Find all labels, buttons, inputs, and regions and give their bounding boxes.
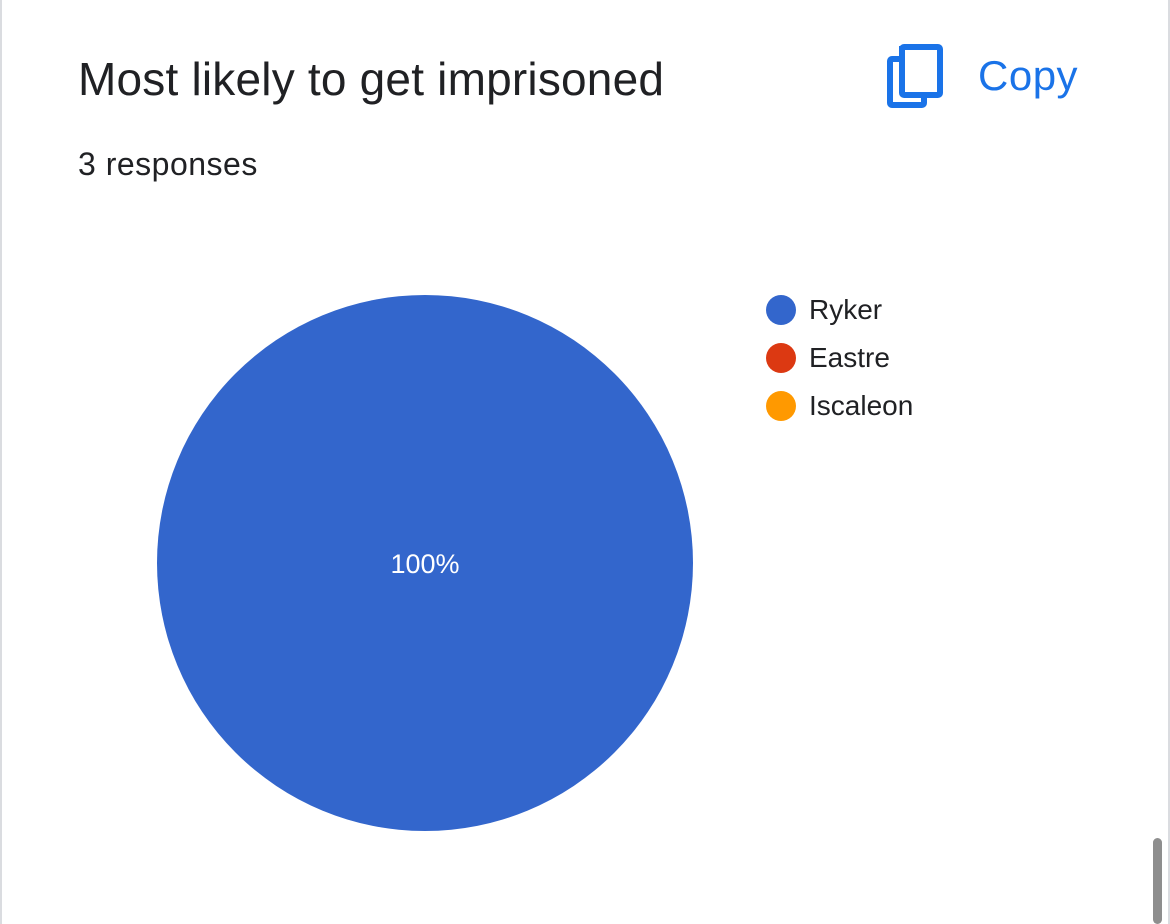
pie-slice-label-ryker: 100% <box>390 549 459 579</box>
legend-item-iscaleon[interactable]: Iscaleon <box>766 382 913 430</box>
response-count: 3 responses <box>78 146 258 182</box>
legend-swatch-iscaleon <box>766 391 796 421</box>
vertical-scrollbar[interactable] <box>1153 838 1162 924</box>
legend-item-ryker[interactable]: Ryker <box>766 286 913 334</box>
legend-swatch-eastre <box>766 343 796 373</box>
question-title: Most likely to get imprisoned <box>78 53 665 105</box>
chart-legend: Ryker Eastre Iscaleon <box>766 286 913 430</box>
copy-chart-button[interactable]: Copy <box>886 42 1078 110</box>
copy-label: Copy <box>978 52 1079 99</box>
pie-chart: 100% <box>157 295 693 831</box>
copy-icon <box>887 44 943 108</box>
legend-item-eastre[interactable]: Eastre <box>766 334 913 382</box>
legend-label-eastre: Eastre <box>809 342 890 373</box>
legend-swatch-ryker <box>766 295 796 325</box>
legend-label-ryker: Ryker <box>809 294 883 325</box>
legend-label-iscaleon: Iscaleon <box>809 390 914 421</box>
pie-slice-ryker[interactable] <box>157 295 693 831</box>
